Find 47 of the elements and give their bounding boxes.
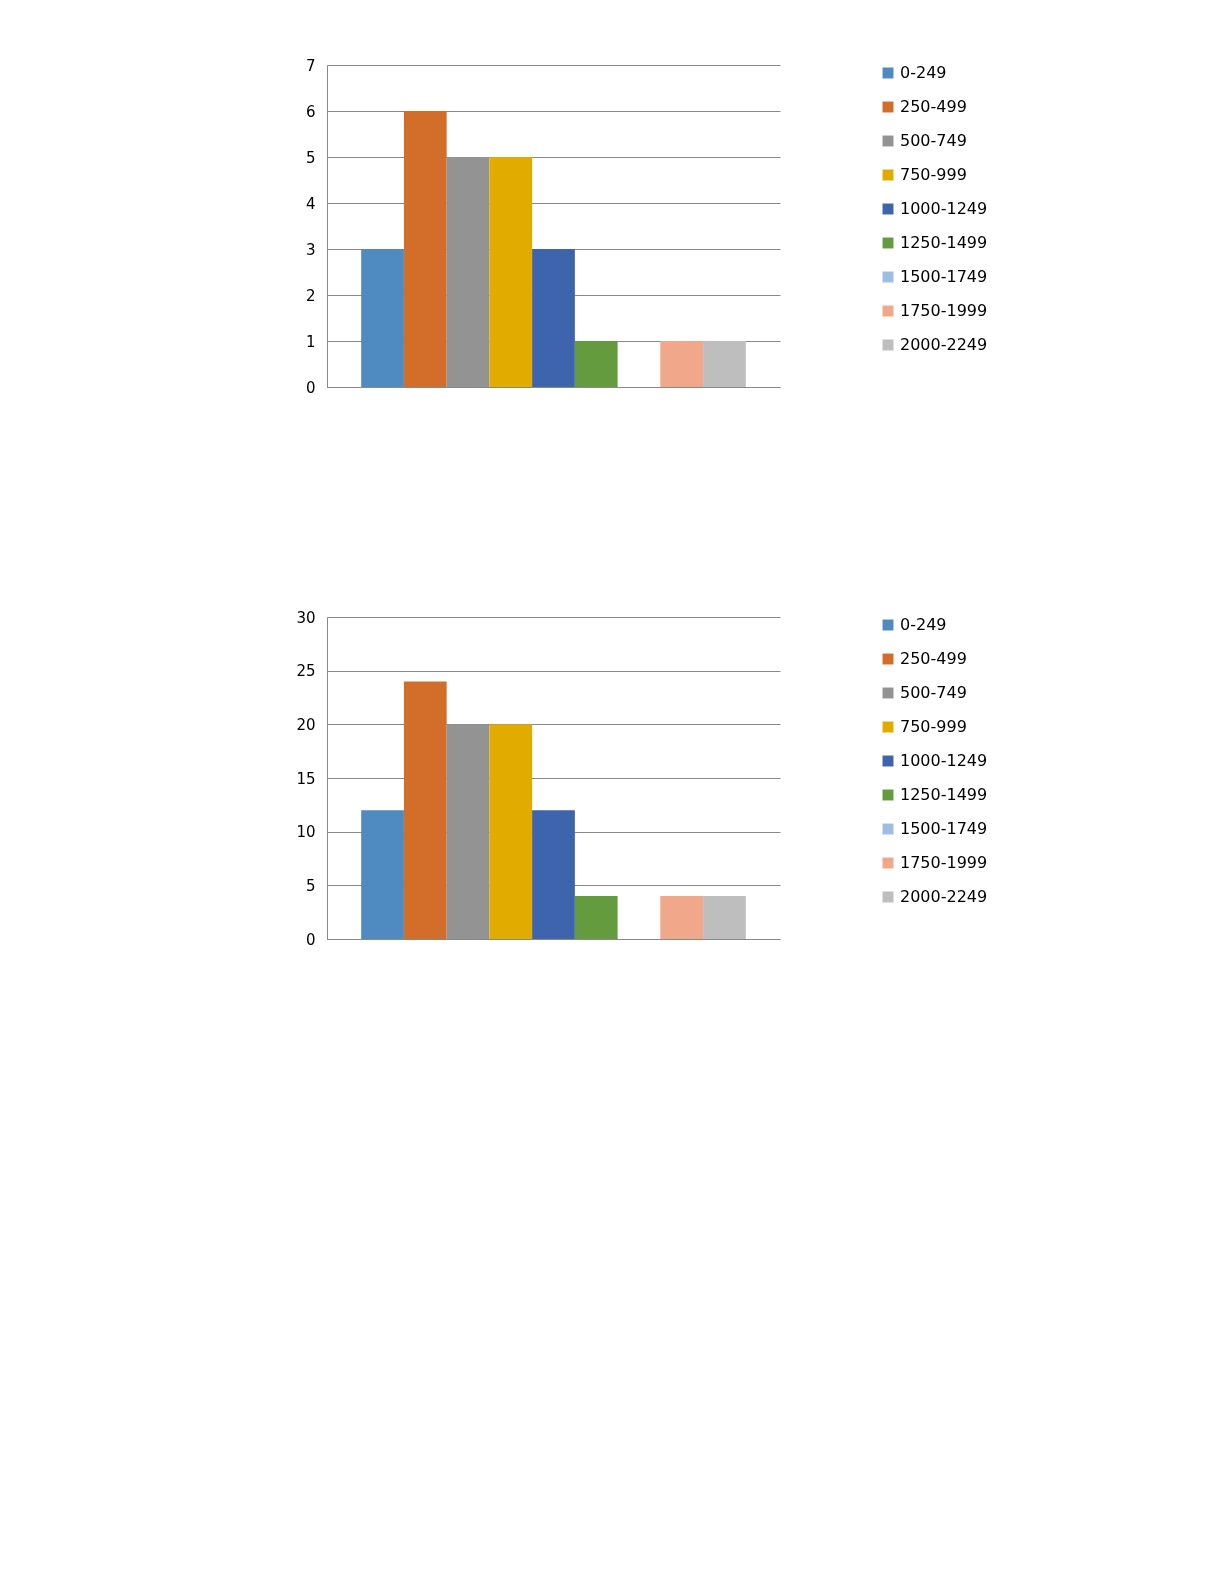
bar [361,810,404,939]
y-tick-label: 5 [305,876,316,895]
bar [532,249,575,387]
bar [660,896,704,939]
legend-label: 1250-1499 [900,233,988,252]
y-tick-label: 0 [305,930,316,949]
y-tick-label: 7 [305,56,316,75]
y-tick-label: 6 [305,102,316,121]
y-tick-label: 0 [305,378,316,397]
legend-label: 1250-1499 [900,785,988,804]
y-tick-label: 30 [296,608,316,627]
bar [703,341,746,387]
y-tick-label: 10 [296,823,316,842]
y-tick-label: 1 [305,332,316,351]
y-tick-label: 20 [296,715,316,734]
legend-label: 750-999 [900,717,967,736]
legend-label: 0-249 [900,63,947,82]
legend-label: 1750-1999 [900,853,988,872]
y-tick-label: 3 [305,240,316,259]
legend-label: 500-749 [900,131,967,150]
legend-label: 1000-1249 [900,751,988,770]
y-tick-label: 25 [296,662,316,681]
y-tick-label: 5 [305,148,316,167]
bar [660,341,704,387]
bar [574,341,618,387]
legend-label: 250-499 [900,97,967,116]
y-tick-label: 15 [296,769,316,788]
legend-label: 1500-1749 [900,267,988,286]
legend-label: 0-249 [900,615,947,634]
legend-label: 750-999 [900,165,967,184]
legend-label: 1500-1749 [900,819,988,838]
bar [489,724,533,939]
legend-label: 1750-1999 [900,301,988,320]
legend-label: 2000-2249 [900,335,988,354]
bar [403,111,447,387]
legend-label: 1000-1249 [900,199,988,218]
bar [361,249,404,387]
bar [489,157,533,387]
legend-label: 500-749 [900,683,967,702]
bar [403,681,447,939]
bar [574,896,618,939]
y-tick-label: 2 [305,286,316,305]
legend-label: 250-499 [900,649,967,668]
legend-label: 2000-2249 [900,887,988,906]
bar [703,896,746,939]
y-tick-label: 4 [305,194,316,213]
bar [532,810,575,939]
